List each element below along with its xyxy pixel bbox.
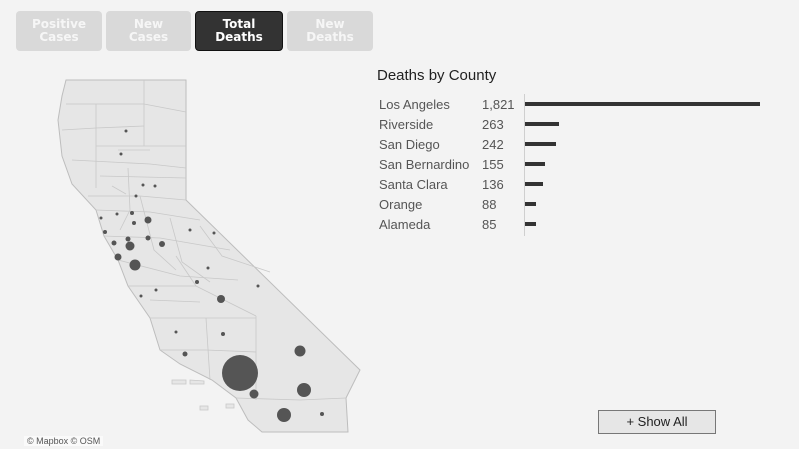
tab-positive-cases[interactable]: Positive Cases bbox=[16, 11, 102, 51]
chart-title: Deaths by County bbox=[377, 67, 497, 84]
bubble-orange[interactable] bbox=[249, 389, 259, 399]
bubble-county[interactable] bbox=[134, 194, 138, 198]
chart-row[interactable]: San Bernardino 155 bbox=[377, 154, 777, 174]
county-value: 88 bbox=[482, 197, 497, 212]
county-name: San Diego bbox=[379, 137, 440, 152]
tab-positive-cases-label: Positive Cases bbox=[31, 17, 87, 44]
bubble-county[interactable] bbox=[153, 184, 157, 188]
bubble-county[interactable] bbox=[221, 332, 225, 336]
bubble-county[interactable] bbox=[114, 253, 122, 261]
county-bar bbox=[525, 162, 545, 166]
bubble-county[interactable] bbox=[130, 211, 134, 215]
bubble-county[interactable] bbox=[111, 240, 117, 246]
county-name: Alameda bbox=[379, 217, 431, 232]
bubble-county[interactable] bbox=[256, 284, 260, 288]
california-county-map[interactable] bbox=[0, 60, 370, 436]
county-value: 155 bbox=[482, 157, 504, 172]
tab-total-deaths[interactable]: Total Deaths bbox=[195, 11, 283, 51]
chart-row[interactable]: Orange 88 bbox=[377, 194, 777, 214]
bubble-county[interactable] bbox=[115, 212, 119, 216]
county-value: 136 bbox=[482, 177, 504, 192]
county-bar bbox=[525, 182, 543, 186]
bubble-county[interactable] bbox=[125, 236, 131, 242]
bubble-county[interactable] bbox=[99, 216, 103, 220]
bubble-riverside[interactable] bbox=[297, 383, 311, 397]
bubble-county[interactable] bbox=[174, 330, 178, 334]
bubble-county[interactable] bbox=[182, 351, 188, 357]
metric-tabs: Positive Cases New Cases Total Deaths Ne… bbox=[16, 11, 373, 51]
chart-axis bbox=[524, 94, 525, 236]
county-name: San Bernardino bbox=[379, 157, 470, 172]
chart-row[interactable]: San Diego 242 bbox=[377, 134, 777, 154]
bubble-alameda[interactable] bbox=[125, 241, 135, 251]
bubble-county[interactable] bbox=[139, 294, 143, 298]
bubble-santa-clara[interactable] bbox=[129, 259, 141, 271]
county-bar bbox=[525, 222, 536, 226]
bubble-san-bernardino[interactable] bbox=[294, 345, 306, 357]
county-bar bbox=[525, 202, 536, 206]
tab-new-cases-label: New Cases bbox=[128, 17, 169, 44]
bubble-county[interactable] bbox=[212, 231, 216, 235]
county-value: 263 bbox=[482, 117, 504, 132]
county-name: Riverside bbox=[379, 117, 434, 132]
tab-new-deaths-label: New Deaths bbox=[306, 17, 354, 44]
county-bar bbox=[525, 102, 760, 106]
death-bubbles bbox=[99, 129, 324, 422]
county-name: Orange bbox=[379, 197, 423, 212]
chart-row[interactable]: Santa Clara 136 bbox=[377, 174, 777, 194]
county-name: Los Angeles bbox=[379, 97, 450, 112]
county-value: 242 bbox=[482, 137, 504, 152]
bubble-county[interactable] bbox=[145, 235, 151, 241]
county-bar bbox=[525, 142, 556, 146]
bubble-county[interactable] bbox=[132, 221, 136, 225]
bubble-county[interactable] bbox=[217, 295, 225, 303]
county-value: 85 bbox=[482, 217, 497, 232]
bubble-county[interactable] bbox=[119, 152, 123, 156]
county-name: Santa Clara bbox=[379, 177, 448, 192]
bubble-county[interactable] bbox=[159, 241, 165, 247]
map-attribution[interactable]: © Mapbox © OSM bbox=[24, 436, 104, 446]
bubble-los-angeles[interactable] bbox=[222, 355, 258, 391]
bubble-county[interactable] bbox=[103, 230, 107, 234]
california-outline bbox=[57, 79, 361, 433]
bubble-county[interactable] bbox=[141, 183, 145, 187]
county-borders bbox=[61, 80, 347, 401]
bubble-county[interactable] bbox=[124, 129, 128, 133]
bubble-san-diego[interactable] bbox=[277, 408, 291, 422]
channel-islands bbox=[171, 379, 235, 411]
bubble-county[interactable] bbox=[188, 228, 192, 232]
tab-total-deaths-label: Total Deaths bbox=[215, 17, 263, 44]
tab-new-cases[interactable]: New Cases bbox=[106, 11, 191, 51]
county-value: 1,821 bbox=[482, 97, 515, 112]
bubble-county[interactable] bbox=[195, 280, 199, 284]
bubble-county[interactable] bbox=[320, 412, 324, 416]
bubble-county[interactable] bbox=[206, 266, 210, 270]
bubble-county[interactable] bbox=[154, 288, 158, 292]
chart-row[interactable]: Alameda 85 bbox=[377, 214, 777, 234]
chart-row[interactable]: Riverside 263 bbox=[377, 114, 777, 134]
tab-new-deaths[interactable]: New Deaths bbox=[287, 11, 373, 51]
county-bar bbox=[525, 122, 559, 126]
show-all-button[interactable]: + Show All bbox=[598, 410, 716, 434]
chart-row[interactable]: Los Angeles 1,821 bbox=[377, 94, 777, 114]
bubble-county[interactable] bbox=[144, 216, 152, 224]
